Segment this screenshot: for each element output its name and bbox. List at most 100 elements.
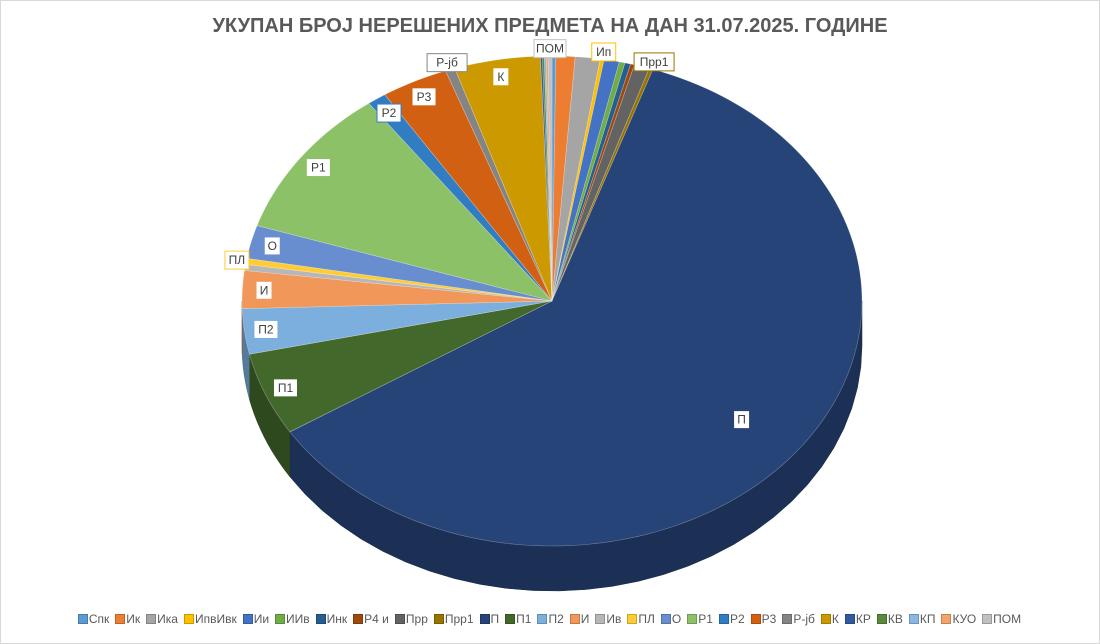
legend-label: ИпвИвк [194,612,237,626]
pie-slices [241,55,863,547]
slice-П[interactable] [289,68,863,547]
legend-item[interactable]: ПОМ [982,612,1022,626]
legend-item[interactable]: Р2 [718,612,745,626]
legend-item[interactable]: Ика [146,612,178,626]
legend-item[interactable]: КП [908,612,935,626]
legend-item[interactable]: П2 [537,612,564,626]
slice-Р3[interactable] [384,70,553,302]
legend-swatch [982,614,993,624]
slice-Р1[interactable] [256,102,553,302]
svg-text:П1: П1 [278,381,294,395]
legend-label: Р-јб [793,612,815,626]
legend-label: Р2 [729,612,745,626]
legend-label: Ик [126,612,141,626]
data-label: И [255,280,273,300]
slice-П2[interactable] [241,300,553,355]
legend-label: КУО [952,612,977,626]
legend-swatch [844,614,855,624]
legend-label: Прр1 [444,612,474,626]
legend-swatch [569,614,580,624]
data-label: К [492,67,510,87]
legend-label: Ии [253,612,270,626]
legend-label: И [580,612,590,626]
svg-text:Р-јб: Р-јб [436,56,458,70]
legend-item[interactable]: Р-јб [782,612,815,626]
legend-label: Ика [157,612,178,626]
legend-item[interactable]: КВ [876,612,903,626]
data-label: Р2 [376,103,402,123]
legend-swatch [908,614,919,624]
legend-item[interactable]: ИпвИвк [183,612,237,626]
svg-text:О: О [268,239,277,253]
legend-label: ПЛ [638,612,655,626]
legend-swatch [660,614,671,624]
legend-item[interactable]: КР [844,612,871,626]
chart-title: УКУПАН БРОЈ НЕРЕШЕНИХ ПРЕДМЕТА НА ДАН 31… [212,15,888,37]
legend-label: К [831,612,839,626]
legend-label: ПОМ [993,612,1022,626]
legend-swatch [537,614,548,624]
svg-text:К: К [497,70,504,84]
data-label: Ип [591,42,617,62]
pie-chart: Ип Прр1 П П1 П2 И ПЛ О Р1 Р2 Р3 Р-јб К ПОМ [224,39,863,592]
slice-И[interactable] [241,270,553,309]
legend-swatch [275,614,286,624]
legend-swatch [687,614,698,624]
legend-item[interactable]: Прр [394,612,428,626]
slice-Инк[interactable] [551,62,632,302]
legend-item[interactable]: Ии [242,612,270,626]
data-label: Р-јб [426,53,468,73]
data-label: Р1 [305,158,331,178]
legend: Спк Ик Ика ИпвИвк Ии ИИв Инк Р4 и Прр Прр1 П П1 П2 И И… [1,612,1099,626]
legend-item[interactable]: Р1 [687,612,713,626]
legend-label: П2 [548,612,564,626]
legend-label: П [490,612,500,626]
data-label: П2 [253,319,279,339]
legend-label: Р3 [761,612,777,626]
legend-item[interactable]: П [479,612,500,626]
legend-item[interactable]: Инк [315,612,347,626]
legend-label: Р1 [698,612,713,626]
svg-text:Р2: Р2 [382,106,397,120]
legend-item[interactable]: Ив [595,612,622,626]
legend-item[interactable]: П1 [505,612,531,626]
legend-label: Р4 и [364,612,389,626]
legend-swatch [595,614,606,624]
legend-swatch [627,614,638,624]
legend-swatch [820,614,831,624]
svg-text:П: П [737,413,746,427]
data-label: Р3 [411,87,437,107]
legend-label: О [671,612,682,626]
legend-item[interactable]: ПЛ [627,612,655,626]
legend-item[interactable]: Р4 и [353,612,389,626]
legend-swatch [433,614,444,624]
slice-Р4 и[interactable] [551,63,635,302]
slice-ИИв[interactable] [551,61,626,302]
legend-item[interactable]: ИИв [275,612,310,626]
legend-swatch [242,614,253,624]
slice-П1[interactable] [249,300,553,433]
legend-swatch [394,614,405,624]
legend-label: Ив [606,612,622,626]
svg-text:Р3: Р3 [417,90,432,104]
data-label: ПЛ [224,250,250,270]
legend-item[interactable]: Спк [77,612,109,626]
svg-text:Ип: Ип [596,45,611,59]
legend-item[interactable]: Прр1 [433,612,474,626]
legend-item[interactable]: Р3 [750,612,777,626]
legend-item[interactable]: КУО [941,612,977,626]
legend-item[interactable]: К [820,612,839,626]
legend-item[interactable]: Ик [115,612,141,626]
legend-swatch [941,614,952,624]
svg-text:Р1: Р1 [311,161,326,175]
data-label: ПОМ [533,39,567,59]
legend-swatch [183,614,194,624]
data-label: П [733,410,751,430]
legend-swatch [876,614,887,624]
svg-text:Прр1: Прр1 [640,55,669,69]
legend-item[interactable]: О [660,612,682,626]
legend-swatch [782,614,793,624]
legend-item[interactable]: И [569,612,590,626]
legend-label: КВ [887,612,903,626]
legend-label: Прр [405,612,428,626]
